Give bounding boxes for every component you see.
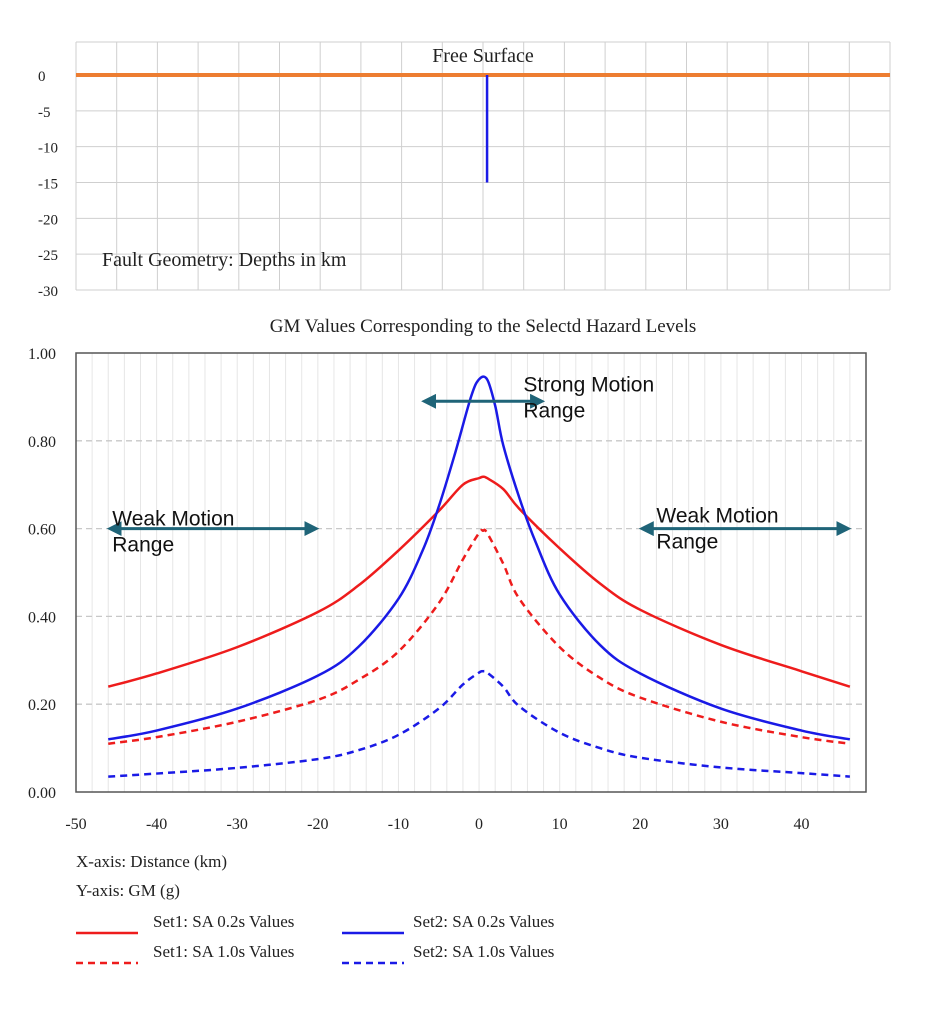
gm-x-tick-label: 10 (552, 816, 568, 833)
free-surface-title: Free Surface (432, 45, 534, 67)
gm-series-line-1 (107, 475, 851, 688)
gm-chart-grid (75, 353, 867, 792)
gm-chart-x-ticks: -50 -40 -30 -20 -10 0 10 20 30 40 (65, 816, 809, 833)
fault-y-tick-label: -15 (38, 177, 58, 193)
gm-x-tick-label: -40 (146, 816, 167, 833)
gm-chart-y-ticks: 0.00 0.20 0.40 0.60 0.80 1.00 (28, 346, 56, 802)
gm-x-tick-label: -10 (388, 816, 409, 833)
fault-y-tick-label: -30 (38, 284, 58, 300)
gm-y-tick-label: 0.60 (28, 522, 56, 539)
fault-y-tick-label: -25 (38, 248, 58, 264)
gm-values-panel: GM Values Corresponding to the Selectd H… (28, 316, 867, 833)
fault-y-tick-label: -10 (38, 141, 58, 157)
fault-y-tick-label: -20 (38, 212, 58, 228)
fault-geometry-panel: 0 -5 -10 -15 -20 -25 -30 Free Surface Fault Ge… (38, 41, 891, 300)
fault-geometry-series (76, 73, 890, 183)
legend-label: Set2: SA 0.2s Values (413, 912, 554, 931)
fault-y-tick-label: -5 (38, 105, 51, 121)
gm-y-tick-label: 0.00 (28, 785, 56, 802)
gm-series-line-2 (108, 375, 851, 741)
gm-x-tick-label: 40 (794, 816, 810, 833)
gm-x-tick-label: 0 (475, 816, 483, 833)
motion-range-label: Range (656, 531, 718, 554)
gm-x-tick-label: -20 (307, 816, 328, 833)
gm-y-tick-label: 0.80 (28, 434, 56, 451)
gm-y-tick-label: 0.40 (28, 609, 56, 626)
fault-geometry-y-ticks: 0 -5 -10 -15 -20 -25 -30 (38, 69, 58, 300)
x-axis-note: X-axis: Distance (km) (76, 852, 227, 871)
gm-y-tick-label: 1.00 (28, 346, 56, 363)
legend-items: Set1: SA 0.2s Values Set2: SA 0.2s Values… (76, 912, 554, 965)
gm-x-tick-label: -30 (227, 816, 248, 833)
motion-range-label: Weak Motion (112, 508, 234, 531)
y-axis-note: Y-axis: GM (g) (76, 881, 180, 900)
motion-range-label: Strong Motion (523, 373, 654, 396)
gm-series-line-3 (108, 528, 851, 745)
gm-chart-title: GM Values Corresponding to the Selectd H… (270, 316, 697, 337)
gm-chart-annotations: Strong Motion Range Weak Motion Range Weak M… (106, 373, 852, 557)
motion-range-label: Weak Motion (656, 505, 778, 528)
gm-series-line-4 (108, 669, 850, 778)
legend-label: Set1: SA 0.2s Values (153, 912, 294, 931)
legend-label: Set1: SA 1.0s Values (153, 942, 294, 961)
gm-x-tick-label: 20 (632, 816, 648, 833)
gm-chart-series (107, 375, 851, 778)
gm-y-tick-label: 0.20 (28, 697, 56, 714)
motion-range-label: Range (112, 534, 174, 557)
gm-x-tick-label: -50 (65, 816, 86, 833)
motion-range-label: Range (523, 399, 585, 422)
gm-x-tick-label: 30 (713, 816, 729, 833)
fault-y-tick-label: 0 (38, 69, 46, 85)
legend-label: Set2: SA 1.0s Values (413, 942, 554, 961)
gm-chart-plot-border (75, 352, 867, 793)
legend: X-axis: Distance (km) Y-axis: GM (g) Set… (76, 852, 554, 965)
fault-geometry-annotation: Fault Geometry: Depths in km (102, 249, 347, 271)
